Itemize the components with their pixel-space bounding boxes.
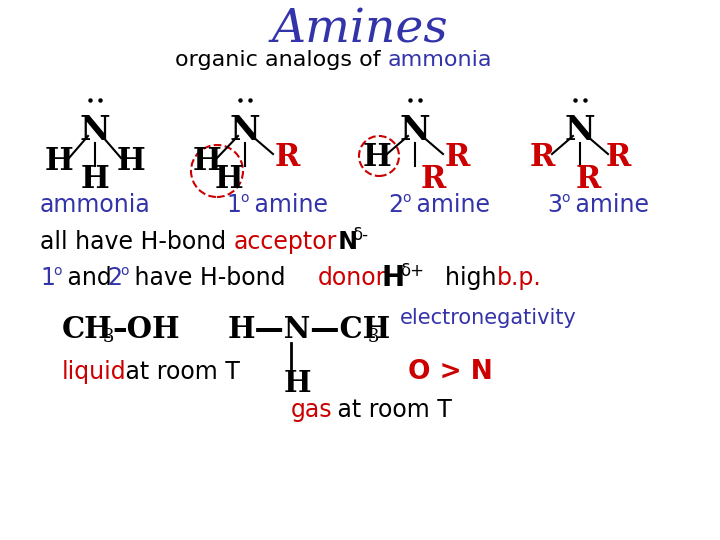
Text: N: N (80, 113, 110, 146)
Text: δ-: δ- (352, 226, 368, 244)
Text: N: N (400, 113, 431, 146)
Text: ammonia: ammonia (40, 193, 150, 217)
Text: H: H (284, 369, 312, 399)
Text: N: N (564, 113, 595, 146)
Text: 3: 3 (547, 193, 562, 217)
Text: –OH: –OH (112, 315, 179, 345)
Text: H: H (81, 165, 109, 195)
Text: 2: 2 (388, 193, 403, 217)
Text: at room T: at room T (330, 398, 452, 422)
Text: o: o (561, 191, 570, 205)
Text: amine: amine (247, 193, 328, 217)
Text: O > N: O > N (408, 359, 492, 385)
Text: o: o (53, 264, 61, 278)
Text: 3: 3 (368, 328, 379, 346)
Text: o: o (120, 264, 128, 278)
Text: at room T: at room T (118, 360, 240, 384)
Text: electronegativity: electronegativity (400, 308, 577, 328)
Text: R: R (575, 165, 600, 195)
Text: N: N (330, 230, 358, 254)
Text: H: H (45, 146, 73, 178)
Text: donor: donor (318, 266, 387, 290)
Text: amine: amine (409, 193, 490, 217)
Text: ammonia: ammonia (388, 50, 492, 70)
Text: R: R (444, 143, 469, 173)
Text: δ+: δ+ (400, 262, 424, 280)
Text: b.p.: b.p. (497, 266, 541, 290)
Text: 1: 1 (40, 266, 55, 290)
Text: all have H-bond: all have H-bond (40, 230, 233, 254)
Text: 3: 3 (103, 328, 114, 346)
Text: amine: amine (568, 193, 649, 217)
Text: H: H (382, 264, 405, 292)
Text: H: H (117, 146, 145, 178)
Text: N: N (230, 113, 261, 146)
Text: R: R (529, 143, 554, 173)
Text: liquid: liquid (62, 360, 127, 384)
Text: have H-bond: have H-bond (127, 266, 293, 290)
Text: o: o (402, 191, 410, 205)
Text: gas: gas (291, 398, 333, 422)
Text: R: R (606, 143, 631, 173)
Text: H: H (215, 165, 243, 195)
Text: acceptor: acceptor (234, 230, 338, 254)
Text: H—N—CH: H—N—CH (228, 315, 391, 345)
Text: CH: CH (62, 315, 112, 345)
Text: 2: 2 (107, 266, 122, 290)
Text: organic analogs of: organic analogs of (175, 50, 388, 70)
Text: o: o (240, 191, 248, 205)
Text: high: high (430, 266, 504, 290)
Text: H: H (193, 146, 221, 178)
Text: Amines: Amines (271, 8, 449, 52)
Text: H: H (363, 143, 392, 173)
Text: and: and (60, 266, 120, 290)
Text: R: R (420, 165, 446, 195)
Text: R: R (274, 143, 300, 173)
Text: 1: 1 (226, 193, 241, 217)
